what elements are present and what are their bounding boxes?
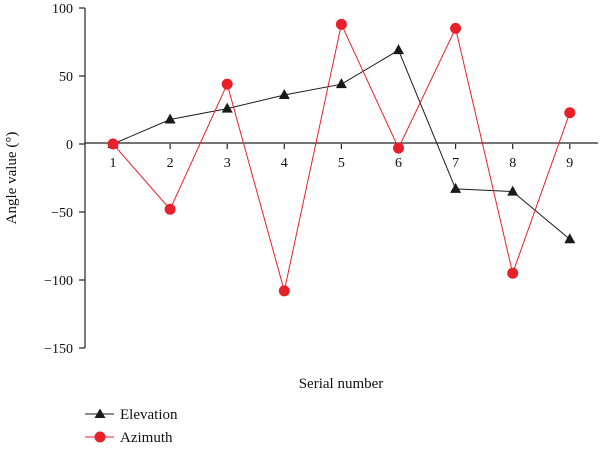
data-point-elevation [221,102,233,113]
data-point-elevation [450,182,462,193]
y-tick-label: 0 [66,138,73,153]
data-point-elevation [507,185,519,196]
y-tick-label: −50 [51,206,73,221]
data-point-azimuth [107,138,119,150]
data-point-elevation [564,233,576,244]
x-tick-label: 7 [452,156,459,171]
legend-item-elevation: Elevation [85,407,178,423]
series-azimuth [107,18,576,297]
x-axis-title: Serial number [299,376,384,392]
data-point-azimuth [450,22,462,34]
data-point-azimuth [507,267,519,279]
legend-item-azimuth: Azimuth [85,430,173,446]
data-point-azimuth [393,142,404,154]
x-ticks: 1 2 3 4 5 6 7 8 9 [110,144,573,171]
data-point-azimuth [278,285,290,297]
x-tick-label: 8 [509,156,516,171]
y-tick-label: 100 [52,2,73,17]
data-point-azimuth [164,203,176,215]
x-tick-label: 6 [395,156,402,171]
data-point-azimuth [221,78,233,90]
y-tick-label: −150 [44,342,73,357]
x-tick-label: 5 [338,156,345,171]
data-point-elevation [164,113,176,124]
legend-label-azimuth: Azimuth [120,430,173,446]
x-tick-label: 4 [281,156,288,171]
data-point-elevation [278,89,290,100]
legend-marker-elevation [94,408,106,418]
x-tick-label: 3 [224,156,231,171]
legend: Elevation Azimuth [85,407,178,446]
x-tick-label: 2 [167,156,174,171]
data-point-elevation [335,78,347,89]
y-ticks: 100 50 0 −50 −100 −150 [44,2,85,357]
x-tick-label: 1 [110,156,117,171]
series-layer [107,18,576,297]
data-point-azimuth [335,18,347,30]
y-tick-label: 50 [59,70,73,85]
y-tick-label: −100 [44,274,73,289]
legend-marker-azimuth [94,431,106,443]
series-elevation [107,44,576,244]
data-point-elevation [393,44,404,55]
x-tick-label: 9 [566,156,573,171]
data-point-azimuth [564,107,576,119]
y-axis-title: Angle value (°) [4,132,20,225]
legend-label-elevation: Elevation [120,407,178,423]
